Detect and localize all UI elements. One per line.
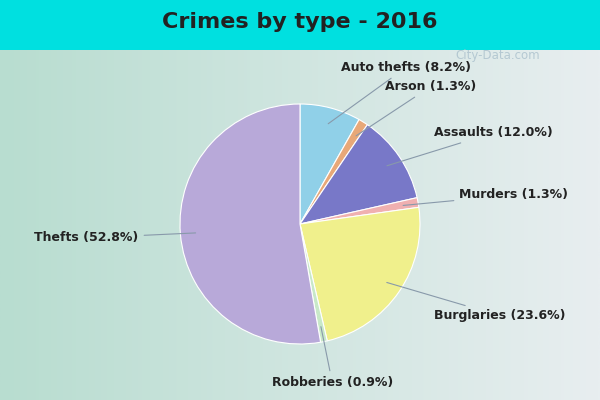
Text: Thefts (52.8%): Thefts (52.8%) [34, 232, 196, 244]
Wedge shape [300, 125, 417, 224]
Text: City-Data.com: City-Data.com [455, 50, 541, 62]
Text: Assaults (12.0%): Assaults (12.0%) [387, 126, 553, 166]
Text: Arson (1.3%): Arson (1.3%) [356, 80, 476, 136]
Text: Robberies (0.9%): Robberies (0.9%) [272, 327, 393, 389]
Wedge shape [300, 104, 359, 224]
Text: Auto thefts (8.2%): Auto thefts (8.2%) [328, 61, 471, 124]
Wedge shape [180, 104, 320, 344]
Wedge shape [300, 120, 367, 224]
Wedge shape [300, 198, 419, 224]
Wedge shape [300, 207, 420, 341]
Text: Burglaries (23.6%): Burglaries (23.6%) [387, 282, 565, 322]
Wedge shape [300, 224, 327, 342]
Text: Murders (1.3%): Murders (1.3%) [403, 188, 568, 206]
Text: Crimes by type - 2016: Crimes by type - 2016 [162, 12, 438, 32]
